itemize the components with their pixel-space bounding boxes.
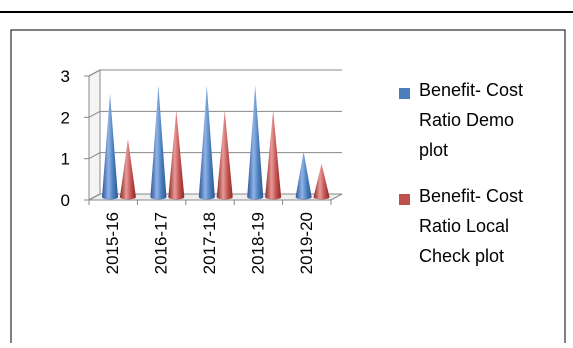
x-tick-label: 2017-18 xyxy=(200,212,219,274)
legend-swatch xyxy=(399,88,410,99)
y-tick-label: 2 xyxy=(61,108,70,127)
bar-demo-2017-18 xyxy=(198,85,215,200)
bar-local-2016-17 xyxy=(168,110,185,200)
gridlines xyxy=(88,69,342,201)
y-tick-label: 0 xyxy=(61,191,70,210)
bar-local-2017-18 xyxy=(216,110,233,200)
side-wall xyxy=(88,69,101,201)
legend: Benefit- Cost Ratio Demo plot Benefit- Cost… xyxy=(399,80,523,266)
x-tick-label: 2015-16 xyxy=(103,212,122,274)
x-tick-label: 2018-19 xyxy=(248,212,267,274)
legend-label: Benefit- Cost Ratio Local Check plot xyxy=(419,186,523,266)
gridline xyxy=(88,69,342,77)
x-tick-label: 2019-20 xyxy=(297,212,316,274)
chart-border xyxy=(10,29,566,348)
gridline xyxy=(88,110,342,118)
legend-swatch xyxy=(399,194,410,205)
bar-local-2019-20 xyxy=(313,163,330,200)
gridline xyxy=(88,152,342,160)
bar-demo-2018-19 xyxy=(247,85,264,200)
y-tick-label: 3 xyxy=(61,67,70,86)
bars xyxy=(102,85,330,200)
bar-local-2015-16 xyxy=(119,139,136,200)
x-tick-label: 2016-17 xyxy=(152,212,171,274)
x-axis-labels: 2015-16 2016-17 2017-18 2018-19 2019-20 xyxy=(103,212,316,274)
legend-label: Benefit- Cost Ratio Demo plot xyxy=(419,80,523,160)
bar-demo-2019-20 xyxy=(295,151,312,200)
bar-demo-2016-17 xyxy=(150,85,167,200)
y-axis-ticks: 0 1 2 3 xyxy=(61,67,332,210)
bar-local-2018-19 xyxy=(265,110,282,200)
bar-demo-2015-16 xyxy=(102,93,119,200)
y-tick-label: 1 xyxy=(61,150,70,169)
